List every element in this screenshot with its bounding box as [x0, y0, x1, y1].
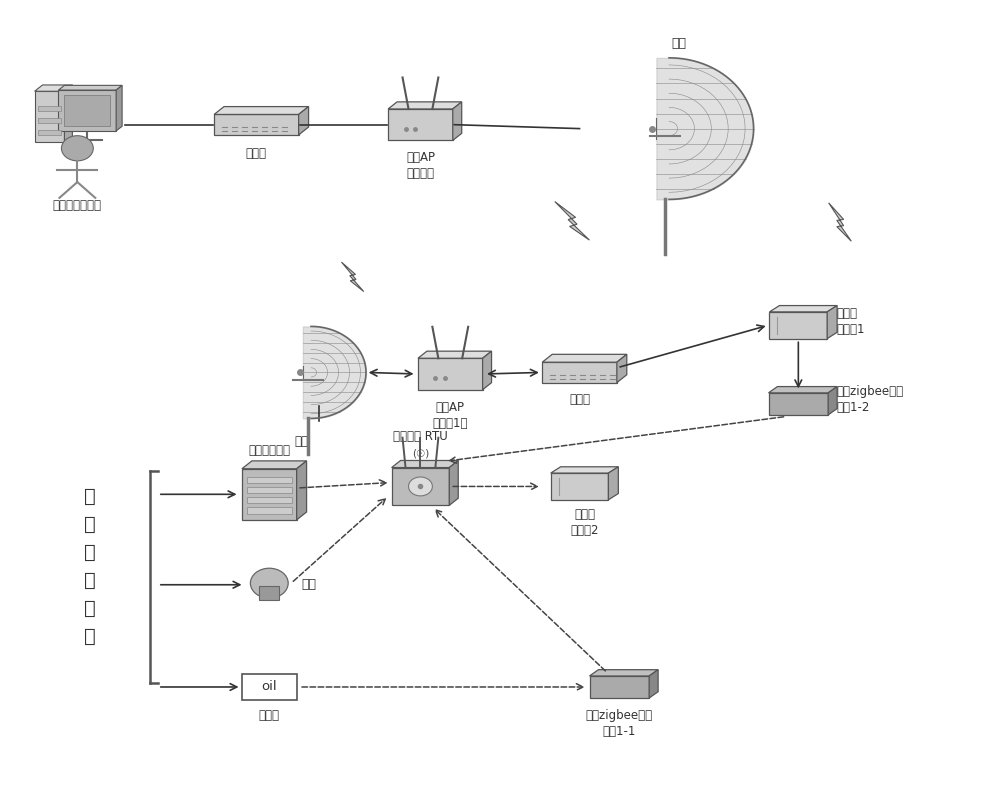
- FancyBboxPatch shape: [242, 469, 297, 520]
- Polygon shape: [769, 306, 837, 312]
- FancyBboxPatch shape: [35, 91, 64, 143]
- Polygon shape: [449, 460, 458, 505]
- Text: 无线AP
（从站1）: 无线AP （从站1）: [433, 401, 468, 430]
- Polygon shape: [418, 351, 492, 358]
- Text: 示功图采集仪: 示功图采集仪: [248, 444, 290, 456]
- Text: 交换机: 交换机: [246, 147, 267, 160]
- FancyBboxPatch shape: [392, 467, 449, 505]
- Text: 以太网
工控机1: 以太网 工控机1: [836, 307, 865, 336]
- Text: 无线通讯 RTU: 无线通讯 RTU: [393, 430, 448, 444]
- FancyBboxPatch shape: [247, 497, 292, 504]
- FancyBboxPatch shape: [38, 118, 61, 123]
- FancyBboxPatch shape: [247, 477, 292, 483]
- Text: 套压: 套压: [301, 578, 316, 592]
- FancyBboxPatch shape: [247, 508, 292, 513]
- FancyBboxPatch shape: [214, 115, 299, 135]
- FancyBboxPatch shape: [247, 487, 292, 493]
- Text: 以太网
工控机2: 以太网 工控机2: [570, 508, 599, 538]
- FancyBboxPatch shape: [769, 312, 827, 339]
- Polygon shape: [388, 102, 462, 109]
- FancyBboxPatch shape: [418, 358, 483, 390]
- FancyBboxPatch shape: [590, 676, 649, 698]
- Polygon shape: [555, 201, 589, 240]
- FancyBboxPatch shape: [388, 109, 453, 140]
- Circle shape: [61, 135, 93, 161]
- Polygon shape: [829, 203, 851, 242]
- Text: 无线zigbee传输
模块1-1: 无线zigbee传输 模块1-1: [586, 709, 653, 738]
- Polygon shape: [297, 461, 307, 520]
- FancyBboxPatch shape: [551, 473, 608, 500]
- FancyBboxPatch shape: [38, 106, 61, 111]
- Text: 产液量: 产液量: [259, 709, 280, 722]
- Text: 天线: 天线: [672, 37, 687, 50]
- FancyBboxPatch shape: [64, 95, 110, 126]
- Polygon shape: [299, 107, 309, 135]
- Text: 无线zigbee传输
模块1-2: 无线zigbee传输 模块1-2: [836, 386, 903, 414]
- FancyBboxPatch shape: [38, 130, 61, 135]
- Polygon shape: [590, 670, 658, 676]
- Polygon shape: [116, 86, 122, 131]
- FancyBboxPatch shape: [259, 586, 279, 600]
- Polygon shape: [58, 86, 122, 90]
- Circle shape: [409, 477, 432, 496]
- Text: 天线: 天线: [294, 436, 308, 448]
- Polygon shape: [828, 386, 837, 415]
- Polygon shape: [827, 306, 837, 339]
- Polygon shape: [551, 466, 618, 473]
- Polygon shape: [608, 466, 618, 500]
- Text: (☉): (☉): [412, 449, 429, 459]
- FancyBboxPatch shape: [58, 90, 116, 131]
- FancyBboxPatch shape: [769, 393, 828, 415]
- Polygon shape: [483, 351, 492, 390]
- Polygon shape: [242, 461, 307, 469]
- Polygon shape: [769, 386, 837, 393]
- Polygon shape: [35, 85, 72, 91]
- Polygon shape: [64, 85, 72, 143]
- Polygon shape: [542, 354, 627, 362]
- Text: 动态液位计算机: 动态液位计算机: [53, 200, 102, 212]
- Ellipse shape: [250, 568, 288, 598]
- Text: 有
杆
泵
抽
油
井: 有 杆 泵 抽 油 井: [84, 486, 96, 645]
- FancyBboxPatch shape: [542, 362, 617, 383]
- Polygon shape: [392, 460, 458, 467]
- Polygon shape: [214, 107, 309, 115]
- Polygon shape: [649, 670, 658, 698]
- Text: oil: oil: [261, 680, 277, 694]
- Polygon shape: [453, 102, 462, 140]
- Polygon shape: [617, 354, 627, 383]
- Polygon shape: [341, 262, 364, 291]
- Text: 无线AP
（主站）: 无线AP （主站）: [406, 151, 435, 181]
- Text: 交换机: 交换机: [569, 393, 590, 406]
- FancyBboxPatch shape: [242, 675, 297, 699]
